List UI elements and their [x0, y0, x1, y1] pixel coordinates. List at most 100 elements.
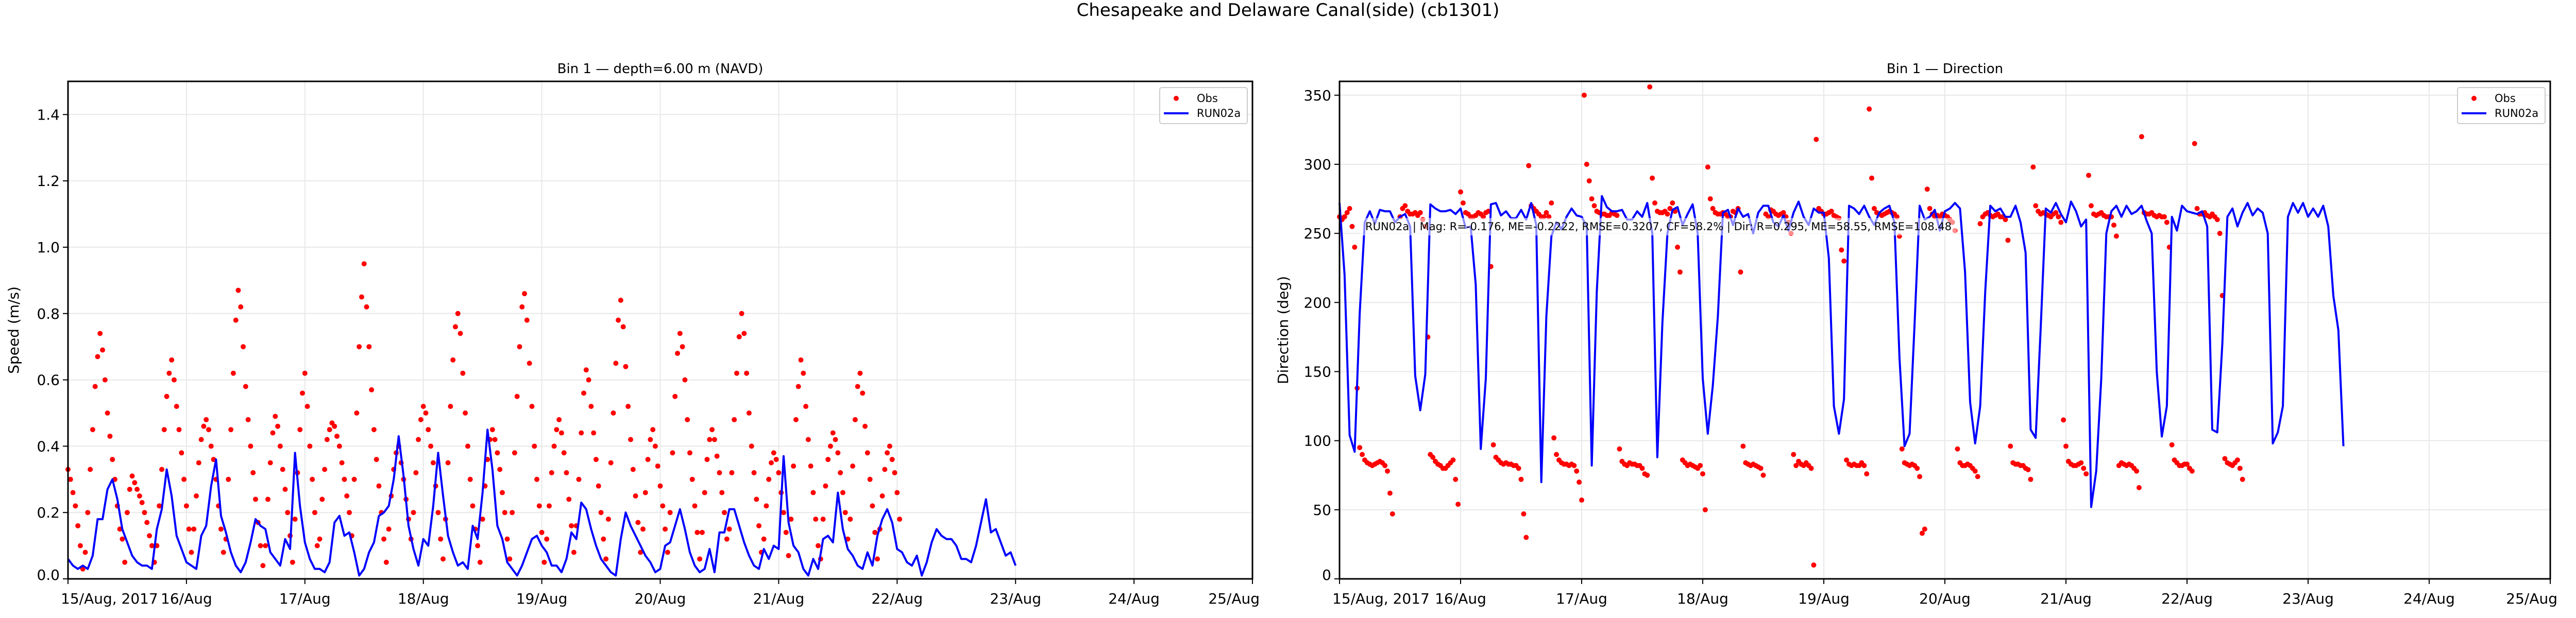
- x-tick-label: 25/Aug: [1208, 590, 1260, 607]
- speed-grid: [67, 81, 1253, 579]
- obs-point: [1707, 196, 1713, 202]
- obs-point: [1430, 454, 1436, 460]
- obs-point: [440, 556, 446, 562]
- obs-point: [830, 430, 836, 436]
- obs-point: [517, 344, 522, 350]
- obs-point: [226, 476, 231, 482]
- obs-point: [714, 453, 720, 459]
- obs-point: [238, 304, 244, 310]
- x-tick-label: 23/Aug: [990, 590, 1041, 607]
- obs-point: [549, 470, 554, 475]
- obs-point: [204, 417, 209, 422]
- obs-point: [1841, 258, 1847, 264]
- obs-point: [344, 493, 350, 499]
- obs-point: [827, 443, 833, 449]
- direction-stats-annotation: RUN02a | Mag: R=-0.176, ME=-0.2222, RMSE…: [1360, 218, 1957, 236]
- obs-point: [801, 370, 806, 376]
- x-tick-label: 16/Aug: [1435, 590, 1486, 607]
- speed-legend: Obs RUN02a: [1159, 87, 1248, 124]
- obs-point: [285, 510, 291, 516]
- obs-point: [756, 523, 762, 528]
- direction-legend-obs-marker: [2471, 96, 2477, 101]
- obs-point: [1700, 471, 1705, 477]
- y-tick-label: 0: [1322, 566, 1331, 583]
- obs-point: [2164, 219, 2170, 225]
- x-tick-label: 20/Aug: [1919, 590, 1971, 607]
- obs-point: [655, 464, 660, 469]
- obs-point: [1516, 466, 1521, 471]
- obs-point: [1781, 210, 1786, 215]
- x-tick-label: 22/Aug: [871, 590, 923, 607]
- obs-point: [457, 331, 463, 336]
- obs-point: [2025, 467, 2031, 473]
- obs-point: [1808, 466, 1814, 471]
- obs-point: [1977, 221, 1983, 227]
- obs-point: [120, 536, 125, 542]
- obs-point: [1387, 490, 1393, 496]
- obs-point: [702, 490, 707, 495]
- obs-point: [127, 487, 132, 492]
- obs-point: [342, 476, 347, 482]
- direction-obs-series: [1337, 84, 2245, 568]
- obs-point: [608, 460, 614, 466]
- obs-point: [593, 457, 599, 462]
- obs-point: [840, 490, 845, 495]
- obs-point: [687, 450, 692, 456]
- obs-point: [423, 410, 429, 416]
- obs-point: [665, 550, 670, 555]
- obs-point: [411, 510, 416, 516]
- obs-point: [729, 470, 735, 475]
- obs-point: [583, 367, 589, 373]
- obs-point: [208, 443, 214, 449]
- obs-point: [426, 427, 431, 433]
- obs-point: [480, 517, 485, 522]
- obs-point: [460, 370, 466, 376]
- obs-point: [1667, 205, 1673, 211]
- y-tick-label: 0.8: [37, 305, 60, 322]
- obs-point: [169, 357, 175, 363]
- obs-point: [524, 317, 530, 323]
- obs-point: [1975, 474, 1980, 479]
- stats-annotation-text: RUN02a | Mag: R=-0.176, ME=-0.2222, RMSE…: [1365, 220, 1952, 233]
- obs-point: [157, 503, 162, 509]
- obs-point: [541, 559, 547, 565]
- y-tick-label: 100: [1304, 433, 1331, 450]
- obs-point: [512, 450, 517, 456]
- obs-point: [536, 503, 542, 509]
- obs-point: [1554, 452, 1560, 457]
- obs-point: [810, 490, 816, 495]
- x-tick-label: 23/Aug: [2282, 590, 2334, 607]
- obs-point: [1867, 106, 1872, 112]
- y-tick-label: 0.0: [37, 566, 60, 583]
- obs-point: [122, 559, 128, 565]
- obs-point: [1460, 200, 1466, 206]
- obs-point: [709, 427, 715, 433]
- x-tick-label: 18/Aug: [1677, 590, 1728, 607]
- obs-point: [218, 526, 224, 532]
- obs-point: [773, 457, 779, 462]
- obs-point: [149, 543, 155, 548]
- obs-point: [657, 483, 663, 489]
- obs-point: [571, 550, 577, 555]
- obs-point: [241, 344, 246, 350]
- model-line: [67, 428, 1017, 577]
- obs-point: [1710, 205, 1716, 211]
- obs-point: [2234, 457, 2240, 463]
- obs-point: [1342, 214, 1347, 219]
- obs-point: [1584, 162, 1589, 167]
- obs-point: [191, 526, 197, 532]
- x-tick-label: 19/Aug: [1798, 590, 1850, 607]
- obs-point: [1740, 443, 1746, 449]
- direction-legend-model-label: RUN02a: [2495, 107, 2538, 119]
- obs-point: [137, 493, 142, 499]
- obs-point: [1360, 452, 1365, 457]
- y-tick-label: 1.0: [37, 239, 60, 256]
- obs-point: [872, 529, 878, 535]
- obs-point: [1518, 476, 1524, 482]
- obs-point: [67, 476, 73, 482]
- obs-point: [263, 543, 268, 548]
- obs-point: [2240, 476, 2245, 482]
- obs-point: [556, 417, 562, 422]
- obs-point: [2139, 134, 2144, 140]
- obs-point: [267, 460, 273, 466]
